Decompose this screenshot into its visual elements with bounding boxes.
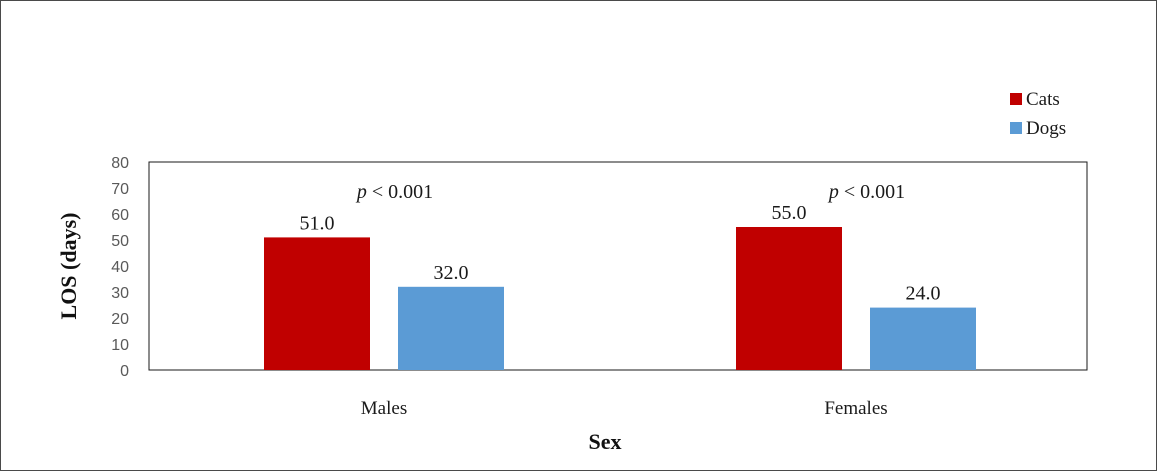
legend-swatch-dogs: [1010, 122, 1022, 134]
p-value-annotation: p < 0.001: [355, 181, 433, 203]
plot-area: [148, 161, 1088, 371]
annotations: p < 0.001 p < 0.001: [355, 181, 905, 203]
y-tick-label: 0: [120, 363, 129, 380]
y-tick-label: 80: [111, 155, 129, 172]
data-labels: 51.0 55.0 32.0 24.0: [300, 202, 941, 305]
y-axis-title: LOS (days): [56, 213, 81, 320]
data-label: 51.0: [300, 212, 335, 234]
y-tick-label: 50: [111, 233, 129, 250]
y-axis-ticks: 0 10 20 30 40 50 60 70 80: [111, 155, 129, 380]
legend-label: Dogs: [1026, 118, 1066, 139]
y-tick-label: 30: [111, 285, 129, 302]
y-tick-label: 20: [111, 311, 129, 328]
bar-dogs: [398, 286, 504, 370]
x-category-label: Females: [824, 398, 887, 419]
legend-swatch-cats: [1010, 93, 1022, 105]
y-tick-label: 40: [111, 259, 129, 276]
data-label: 32.0: [434, 262, 469, 284]
bar-dogs: [870, 307, 976, 370]
x-axis-categories: Males Females: [361, 398, 888, 419]
y-tick-label: 60: [111, 207, 129, 224]
bar-cats: [736, 227, 842, 370]
x-axis-title: Sex: [589, 429, 622, 454]
legend: Cats Dogs: [1010, 89, 1066, 139]
y-tick-label: 10: [111, 337, 129, 354]
data-label: 24.0: [906, 283, 941, 305]
legend-label: Cats: [1026, 89, 1060, 110]
x-category-label: Males: [361, 398, 407, 419]
p-value-annotation: p < 0.001: [827, 181, 905, 203]
data-label: 55.0: [772, 202, 807, 224]
y-tick-label: 70: [111, 181, 129, 198]
bars: [264, 227, 976, 370]
bar-cats: [264, 237, 370, 370]
